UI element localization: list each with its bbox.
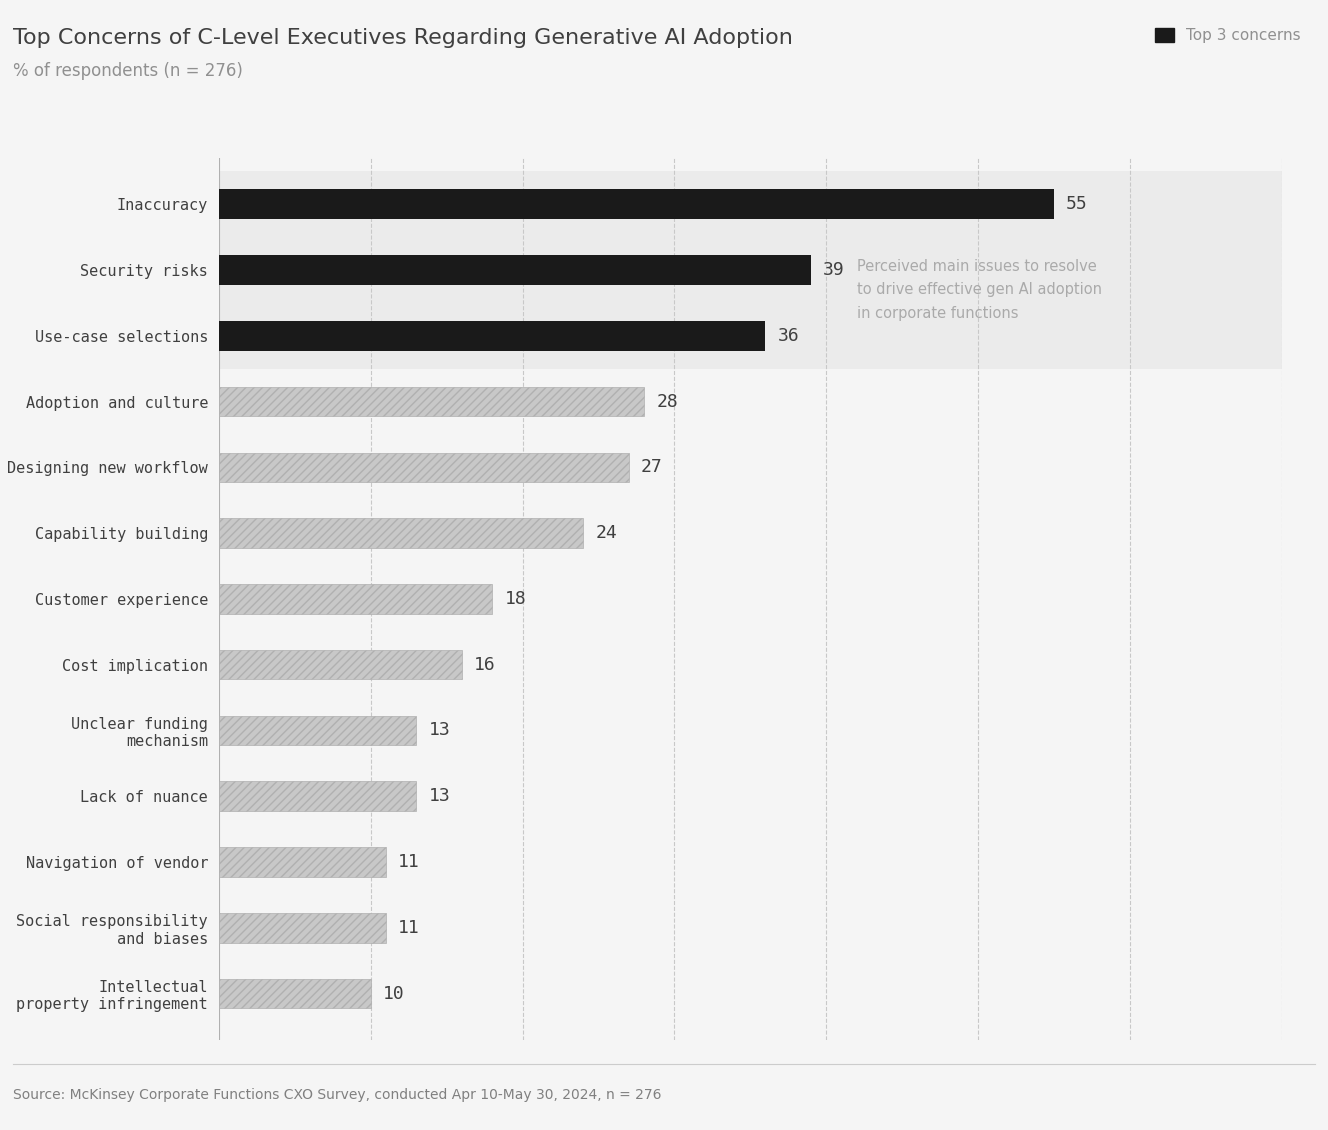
Bar bbox=[219, 519, 583, 548]
Text: 27: 27 bbox=[641, 459, 663, 477]
Text: 24: 24 bbox=[595, 524, 618, 542]
Bar bbox=[219, 782, 417, 811]
Text: 13: 13 bbox=[429, 788, 450, 806]
Bar bbox=[219, 386, 644, 416]
Bar bbox=[219, 255, 811, 285]
Bar bbox=[219, 190, 1054, 219]
Bar bbox=[219, 172, 1282, 368]
Text: 36: 36 bbox=[778, 327, 799, 345]
Text: 18: 18 bbox=[505, 590, 526, 608]
Text: Source: McKinsey Corporate Functions CXO Survey, conducted Apr 10-May 30, 2024, : Source: McKinsey Corporate Functions CXO… bbox=[13, 1088, 661, 1102]
Text: 11: 11 bbox=[398, 919, 420, 937]
Bar bbox=[219, 979, 371, 1008]
Bar bbox=[219, 913, 386, 942]
Bar bbox=[219, 715, 417, 746]
Text: 55: 55 bbox=[1066, 195, 1088, 214]
Bar bbox=[219, 584, 493, 614]
Text: Perceived main issues to resolve
to drive effective gen AI adoption
in corporate: Perceived main issues to resolve to driv… bbox=[857, 259, 1101, 321]
Text: 16: 16 bbox=[474, 655, 495, 673]
Text: % of respondents (n = 276): % of respondents (n = 276) bbox=[13, 62, 243, 80]
Text: 39: 39 bbox=[823, 261, 845, 279]
Bar bbox=[219, 321, 765, 350]
Bar bbox=[219, 650, 462, 679]
Text: 10: 10 bbox=[382, 984, 405, 1002]
Text: 11: 11 bbox=[398, 853, 420, 871]
Text: 13: 13 bbox=[429, 721, 450, 739]
Bar bbox=[219, 848, 386, 877]
Text: Top Concerns of C-Level Executives Regarding Generative AI Adoption: Top Concerns of C-Level Executives Regar… bbox=[13, 28, 793, 49]
Text: 28: 28 bbox=[656, 392, 679, 410]
Bar bbox=[219, 452, 629, 483]
Legend: Top 3 concerns: Top 3 concerns bbox=[1155, 28, 1300, 43]
